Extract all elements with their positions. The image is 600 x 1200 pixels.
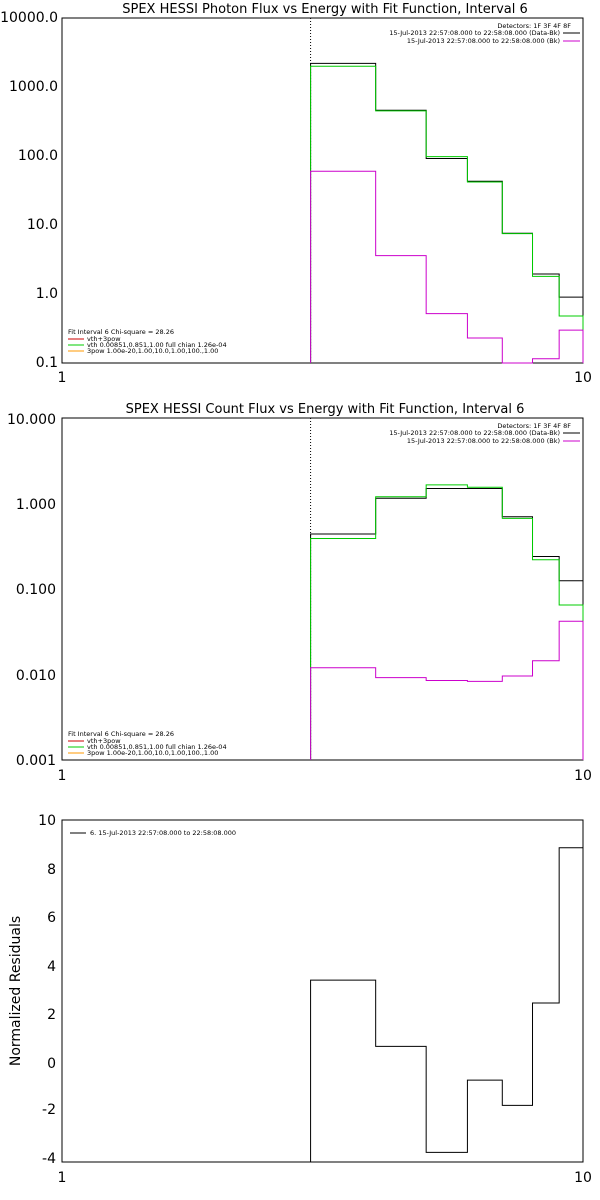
y-tick-label: -2 <box>42 1102 56 1118</box>
y-tick-label: 10000.0 <box>0 10 58 26</box>
photon-flux-series-magenta <box>310 170 584 364</box>
count-flux-panel: SPEX HESSI Count Flux vs Energy with Fit… <box>7 402 592 784</box>
count-flux-xticks: 1 10 <box>58 768 592 784</box>
count-flux-series-green <box>310 484 584 760</box>
y-tick-label: 0.1 <box>36 355 58 371</box>
residuals-yticks: -4 -2 0 2 4 6 8 10 <box>38 813 56 1167</box>
photon-flux-xticks: 1 10 <box>58 370 592 386</box>
legend-entry: 15-Jul-2013 22:57:08.000 to 22:58:08.000… <box>389 429 560 437</box>
legend-entry: 6. 15-Jul-2013 22:57:08.000 to 22:58:08.… <box>90 829 236 837</box>
residuals-panel: -4 -2 0 2 4 6 8 10 Normalized Residuals … <box>8 813 592 1186</box>
x-tick-label: 1 <box>58 370 67 386</box>
x-tick-label: 1 <box>58 768 67 784</box>
x-tick-label: 10 <box>574 1170 592 1186</box>
photon-flux-panel: SPEX HESSI Photon Flux vs Energy with Fi… <box>0 2 592 386</box>
x-tick-label: 1 <box>58 1170 67 1186</box>
legend-entry: 15-Jul-2013 22:57:08.000 to 22:58:08.000… <box>407 437 560 445</box>
y-tick-label: 2 <box>47 1007 56 1023</box>
fit-header: Fit Interval 6 Chi-square = 28.26 <box>68 328 174 336</box>
residuals-plot-frame <box>61 819 584 1163</box>
legend-entry: 15-Jul-2013 22:57:08.000 to 22:58:08.000… <box>389 29 560 37</box>
legend-entry: vth 0.00851,0.851,1.00 full chian 1.26e-… <box>87 743 227 751</box>
fit-header: Fit Interval 6 Chi-square = 28.26 <box>68 730 174 738</box>
y-tick-label: 10.0 <box>27 217 58 233</box>
y-tick-label: 4 <box>47 959 56 975</box>
photon-flux-series-green <box>310 65 584 363</box>
y-tick-label: 1000.0 <box>9 79 58 95</box>
y-tick-label: 100.0 <box>18 148 58 164</box>
photon-flux-series-black <box>310 62 584 363</box>
legend-entry: 3pow 1.00e-20,1.00,10.0,1.00,100.,1.00 <box>87 347 218 355</box>
y-tick-label: -4 <box>42 1151 56 1167</box>
count-flux-plot-frame <box>61 417 584 761</box>
y-tick-label: 0 <box>47 1056 56 1072</box>
y-tick-label: 0.100 <box>16 582 56 598</box>
y-tick-label: 8 <box>47 862 56 878</box>
count-flux-yticks: 0.001 0.010 0.100 1.000 10.000 <box>7 412 56 769</box>
y-tick-label: 1.000 <box>16 497 56 513</box>
y-tick-label: 1.0 <box>36 286 58 302</box>
y-tick-label: 10.000 <box>7 412 56 428</box>
y-tick-label: 0.001 <box>16 753 56 769</box>
y-tick-label: 10 <box>38 813 56 829</box>
detectors-label: Detectors: 1F 3F 4F 8F <box>497 22 571 30</box>
x-tick-label: 10 <box>574 370 592 386</box>
y-tick-label: 0.010 <box>16 668 56 684</box>
photon-flux-title: SPEX HESSI Photon Flux vs Energy with Fi… <box>122 2 528 17</box>
residuals-y-axis-label: Normalized Residuals <box>8 916 24 1066</box>
detectors-label: Detectors: 1F 3F 4F 8F <box>497 422 571 430</box>
legend-entry: vth 0.00851,0.851,1.00 full chian 1.26e-… <box>87 341 227 349</box>
photon-flux-yticks: 0.1 1.0 10.0 100.0 1000.0 10000.0 <box>0 10 58 371</box>
count-flux-series-black <box>310 487 584 760</box>
legend-entry: vth+3pow <box>87 335 121 343</box>
photon-flux-plot-frame <box>61 17 584 364</box>
y-tick-label: 6 <box>47 910 56 926</box>
legend-entry: 15-Jul-2013 22:57:08.000 to 22:58:08.000… <box>407 37 560 45</box>
count-flux-title: SPEX HESSI Count Flux vs Energy with Fit… <box>126 402 525 417</box>
residuals-series-black <box>310 847 584 1162</box>
count-flux-series-magenta <box>310 620 584 760</box>
legend-entry: vth+3pow <box>87 737 121 745</box>
x-tick-label: 10 <box>574 768 592 784</box>
legend-entry: 3pow 1.00e-20,1.00,10.0,1.00,100.,1.00 <box>87 749 218 757</box>
residuals-xticks: 1 10 <box>58 1170 592 1186</box>
